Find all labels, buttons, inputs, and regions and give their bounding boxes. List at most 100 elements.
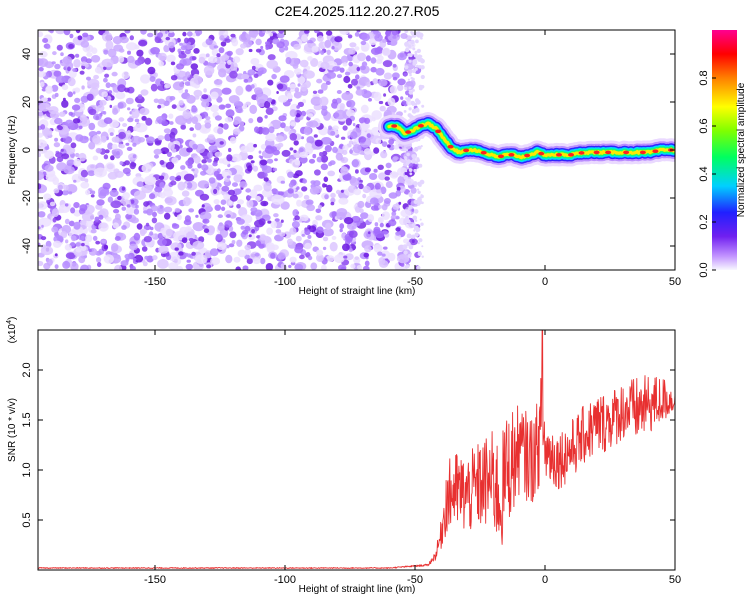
- colorbar-tick-label: 0.4: [698, 166, 710, 181]
- noise-speck: [412, 181, 418, 186]
- noise-blob: [72, 118, 81, 124]
- noise-blob: [382, 38, 387, 43]
- noise-blob: [169, 121, 174, 125]
- noise-blob: [181, 237, 188, 244]
- noise-blob: [191, 116, 199, 124]
- noise-blob: [150, 47, 161, 55]
- noise-blob: [262, 164, 268, 171]
- noise-blob: [363, 252, 370, 258]
- noise-blob: [214, 204, 222, 211]
- noise-blob: [220, 41, 227, 47]
- noise-blob: [373, 244, 383, 253]
- noise-blob: [387, 144, 391, 148]
- noise-blob: [248, 48, 253, 53]
- noise-blob: [317, 35, 324, 42]
- noise-blob: [98, 222, 109, 232]
- noise-blob: [382, 60, 393, 68]
- noise-blob: [44, 164, 54, 172]
- noise-blob: [293, 43, 301, 50]
- noise-blob: [303, 127, 312, 136]
- bottom-y-tick-label: 2.0: [21, 362, 33, 377]
- noise-blob: [82, 32, 89, 38]
- noise-blob: [38, 132, 44, 138]
- noise-blob: [226, 175, 231, 179]
- noise-blob: [64, 203, 69, 207]
- noise-blob: [68, 220, 75, 227]
- noise-blob: [137, 137, 145, 143]
- noise-blob: [217, 214, 223, 219]
- noise-blob: [250, 160, 255, 164]
- noise-blob: [361, 33, 370, 42]
- top-x-axis-label: Height of straight line (km): [299, 286, 416, 297]
- noise-blob: [226, 50, 233, 56]
- noise-blob: [367, 214, 375, 223]
- noise-blob: [80, 235, 85, 241]
- noise-blob: [176, 265, 183, 270]
- noise-blob: [168, 262, 179, 270]
- noise-blob: [126, 204, 131, 208]
- noise-blob: [73, 202, 80, 209]
- snr-series-line: [38, 330, 675, 569]
- noise-blob: [336, 212, 346, 220]
- noise-blob: [369, 38, 377, 46]
- noise-blob: [375, 67, 385, 76]
- noise-blob: [103, 66, 107, 70]
- noise-speck: [406, 179, 411, 184]
- noise-speck: [406, 97, 411, 102]
- noise-blob: [283, 231, 292, 239]
- bottom-x-tick-label: -100: [274, 574, 296, 586]
- noise-blob: [95, 147, 103, 154]
- noise-blob: [132, 154, 137, 159]
- noise-blob: [344, 71, 351, 76]
- noise-blob: [347, 84, 353, 89]
- noise-blob: [294, 215, 300, 221]
- noise-blob: [88, 122, 96, 131]
- noise-speck: [414, 232, 419, 237]
- noise-blob: [374, 182, 381, 190]
- noise-blob: [178, 70, 188, 78]
- noise-blob: [385, 181, 393, 188]
- noise-speck: [411, 77, 415, 81]
- noise-blob: [231, 240, 236, 245]
- noise-blob: [313, 134, 318, 138]
- noise-blob: [154, 154, 159, 159]
- noise-blob: [55, 75, 66, 84]
- noise-blob: [182, 196, 191, 207]
- noise-blob: [333, 112, 340, 118]
- noise-blob: [54, 264, 59, 269]
- noise-blob: [319, 152, 323, 157]
- noise-blob: [51, 84, 59, 92]
- noise-blob: [265, 107, 274, 115]
- noise-blob: [369, 173, 378, 180]
- noise-blob: [180, 165, 186, 170]
- noise-blob: [365, 55, 371, 62]
- ridge-peak-spot: [556, 153, 562, 157]
- noise-blob: [219, 35, 225, 41]
- noise-speck: [413, 53, 418, 58]
- noise-speck: [408, 193, 413, 198]
- noise-blob: [55, 30, 66, 35]
- noise-blob: [183, 219, 192, 226]
- noise-blob: [265, 242, 275, 250]
- noise-blob: [93, 113, 102, 121]
- noise-blob: [134, 118, 140, 123]
- noise-blob: [330, 197, 336, 203]
- noise-blob: [350, 263, 356, 269]
- noise-blob: [360, 104, 369, 114]
- noise-blob: [260, 200, 269, 207]
- noise-blob: [237, 199, 244, 205]
- noise-blob: [210, 104, 220, 113]
- noise-blob: [101, 91, 108, 98]
- noise-blob: [49, 30, 54, 34]
- noise-blob: [49, 201, 56, 207]
- noise-speck: [417, 251, 422, 256]
- noise-blob: [395, 227, 401, 232]
- noise-blob: [332, 125, 339, 131]
- noise-speck: [421, 255, 424, 258]
- noise-blob: [245, 188, 252, 193]
- noise-blob: [188, 208, 195, 213]
- noise-blob: [132, 257, 137, 262]
- noise-blob: [255, 93, 269, 104]
- noise-blob: [241, 73, 250, 80]
- noise-blob: [311, 45, 319, 53]
